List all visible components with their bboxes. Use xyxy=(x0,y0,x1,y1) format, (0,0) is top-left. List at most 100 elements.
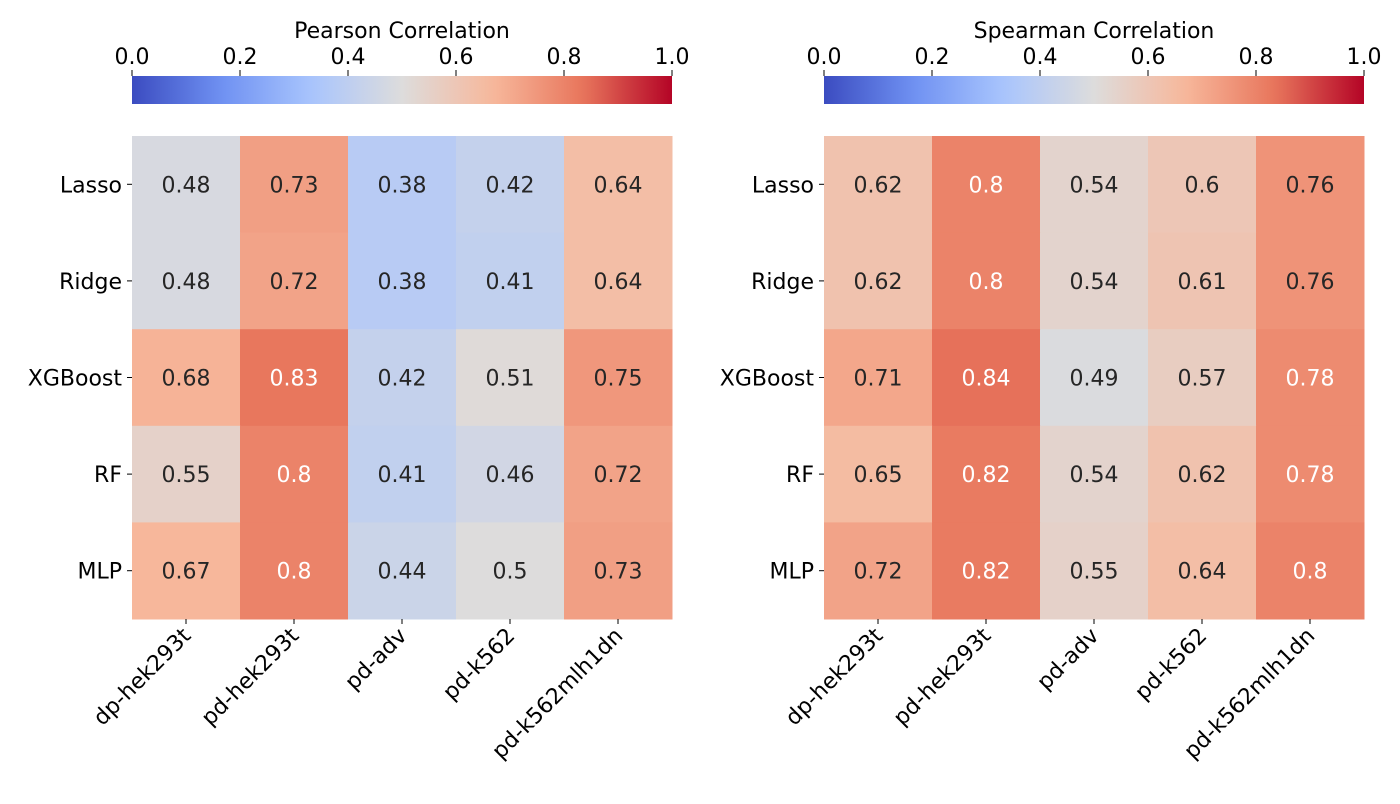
heatmap-cell xyxy=(1148,425,1257,523)
heatmap-cell xyxy=(824,329,933,427)
heatmap-cell xyxy=(240,136,349,234)
x-tick-label: dp-hek293t xyxy=(781,623,889,731)
cell-value-label: 0.65 xyxy=(854,463,903,488)
colorbar-tick-label: 0.8 xyxy=(547,45,582,70)
heatmap-cell xyxy=(824,232,933,330)
heatmap-cell xyxy=(132,232,241,330)
cell-value-label: 0.62 xyxy=(854,173,903,198)
cell-value-label: 0.54 xyxy=(1070,270,1119,295)
cell-value-label: 0.78 xyxy=(1286,463,1335,488)
colorbar-tick-label: 0.6 xyxy=(439,45,474,70)
cell-value-label: 0.61 xyxy=(1178,270,1227,295)
heatmap-cell xyxy=(132,522,241,620)
heatmap-cell xyxy=(564,329,673,427)
cell-value-label: 0.72 xyxy=(854,560,903,585)
cell-value-label: 0.54 xyxy=(1070,173,1119,198)
cell-value-label: 0.8 xyxy=(969,173,1004,198)
cell-value-label: 0.76 xyxy=(1286,173,1335,198)
cell-value-label: 0.73 xyxy=(594,560,643,585)
x-tick-label: pd-adv xyxy=(1033,624,1105,696)
heatmap-cell xyxy=(824,522,933,620)
heatmap-cell xyxy=(456,232,565,330)
y-tick-label: XGBoost xyxy=(720,367,815,392)
cell-value-label: 0.55 xyxy=(1070,560,1119,585)
cell-value-label: 0.83 xyxy=(270,367,319,392)
heatmap-cell xyxy=(932,522,1041,620)
cell-value-label: 0.8 xyxy=(969,270,1004,295)
heatmap-cell xyxy=(348,329,457,427)
cell-value-label: 0.41 xyxy=(378,463,427,488)
cell-value-label: 0.51 xyxy=(486,367,535,392)
colorbar-label: Pearson Correlation xyxy=(294,19,510,44)
heatmap-cell xyxy=(1040,522,1149,620)
heatmap-cell xyxy=(1256,522,1365,620)
cell-value-label: 0.64 xyxy=(594,173,643,198)
cell-value-label: 0.8 xyxy=(277,560,312,585)
heatmap-cell xyxy=(932,329,1041,427)
heatmap-cell xyxy=(348,522,457,620)
heatmap-cell xyxy=(348,232,457,330)
heatmap-cell xyxy=(1040,329,1149,427)
x-tick-label: pd-hek293t xyxy=(197,623,305,731)
heatmap-cell xyxy=(1040,425,1149,523)
heatmap-cell xyxy=(1148,136,1257,234)
y-tick-label: XGBoost xyxy=(28,367,123,392)
colorbar xyxy=(824,76,1364,104)
heatmap-cell xyxy=(564,425,673,523)
heatmap-cell xyxy=(132,425,241,523)
colorbar-tick-label: 1.0 xyxy=(1347,45,1382,70)
cell-value-label: 0.73 xyxy=(270,173,319,198)
cell-value-label: 0.64 xyxy=(594,270,643,295)
x-tick-label: pd-hek293t xyxy=(889,623,997,731)
y-tick-label: MLP xyxy=(77,560,122,585)
cell-value-label: 0.8 xyxy=(1293,560,1328,585)
heatmap-cell xyxy=(240,522,349,620)
cell-value-label: 0.49 xyxy=(1070,367,1119,392)
heatmap-cell xyxy=(348,425,457,523)
heatmap-cell xyxy=(1148,329,1257,427)
heatmap-cell xyxy=(132,136,241,234)
colorbar-tick-label: 1.0 xyxy=(655,45,690,70)
heatmap-cell xyxy=(932,136,1041,234)
cell-value-label: 0.54 xyxy=(1070,463,1119,488)
colorbar-label: Spearman Correlation xyxy=(974,19,1215,44)
y-tick-label: Lasso xyxy=(60,173,122,198)
heatmap-cell xyxy=(456,522,565,620)
cell-value-label: 0.62 xyxy=(1178,463,1227,488)
y-tick-label: Ridge xyxy=(751,270,814,295)
y-tick-label: Lasso xyxy=(752,173,814,198)
heatmap-panel-2: Spearman Correlation 0.0 0.2 0.4 0.6 0.8 1.0 0.… xyxy=(720,19,1382,764)
cell-value-label: 0.75 xyxy=(594,367,643,392)
colorbar-tick-label: 0.8 xyxy=(1239,45,1274,70)
y-tick-label: Ridge xyxy=(59,270,122,295)
cell-value-label: 0.82 xyxy=(962,463,1011,488)
x-tick-label: pd-k562 xyxy=(438,624,520,706)
y-tick-label: MLP xyxy=(769,560,814,585)
heatmap-cell xyxy=(240,425,349,523)
cell-value-label: 0.41 xyxy=(486,270,535,295)
heatmap-cell xyxy=(1040,136,1149,234)
heatmap-cell xyxy=(932,232,1041,330)
heatmap-cell xyxy=(456,329,565,427)
heatmap-cell xyxy=(1256,136,1365,234)
cell-value-label: 0.44 xyxy=(378,560,427,585)
colorbar-tick-label: 0.4 xyxy=(1023,45,1058,70)
heatmap-cell xyxy=(564,522,673,620)
cell-value-label: 0.68 xyxy=(162,367,211,392)
heatmap-cell xyxy=(564,232,673,330)
x-tick-label: dp-hek293t xyxy=(89,623,197,731)
cell-value-label: 0.42 xyxy=(486,173,535,198)
cell-value-label: 0.62 xyxy=(854,270,903,295)
colorbar-tick-label: 0.2 xyxy=(223,45,258,70)
cell-value-label: 0.82 xyxy=(962,560,1011,585)
heatmap-cell xyxy=(240,329,349,427)
colorbar-tick-label: 0.4 xyxy=(331,45,366,70)
cell-value-label: 0.71 xyxy=(854,367,903,392)
x-tick-label: pd-k562 xyxy=(1130,624,1212,706)
cell-value-label: 0.72 xyxy=(594,463,643,488)
cell-value-label: 0.64 xyxy=(1178,560,1227,585)
colorbar xyxy=(132,76,672,104)
cell-value-label: 0.5 xyxy=(493,560,528,585)
colorbar-tick-label: 0.6 xyxy=(1131,45,1166,70)
